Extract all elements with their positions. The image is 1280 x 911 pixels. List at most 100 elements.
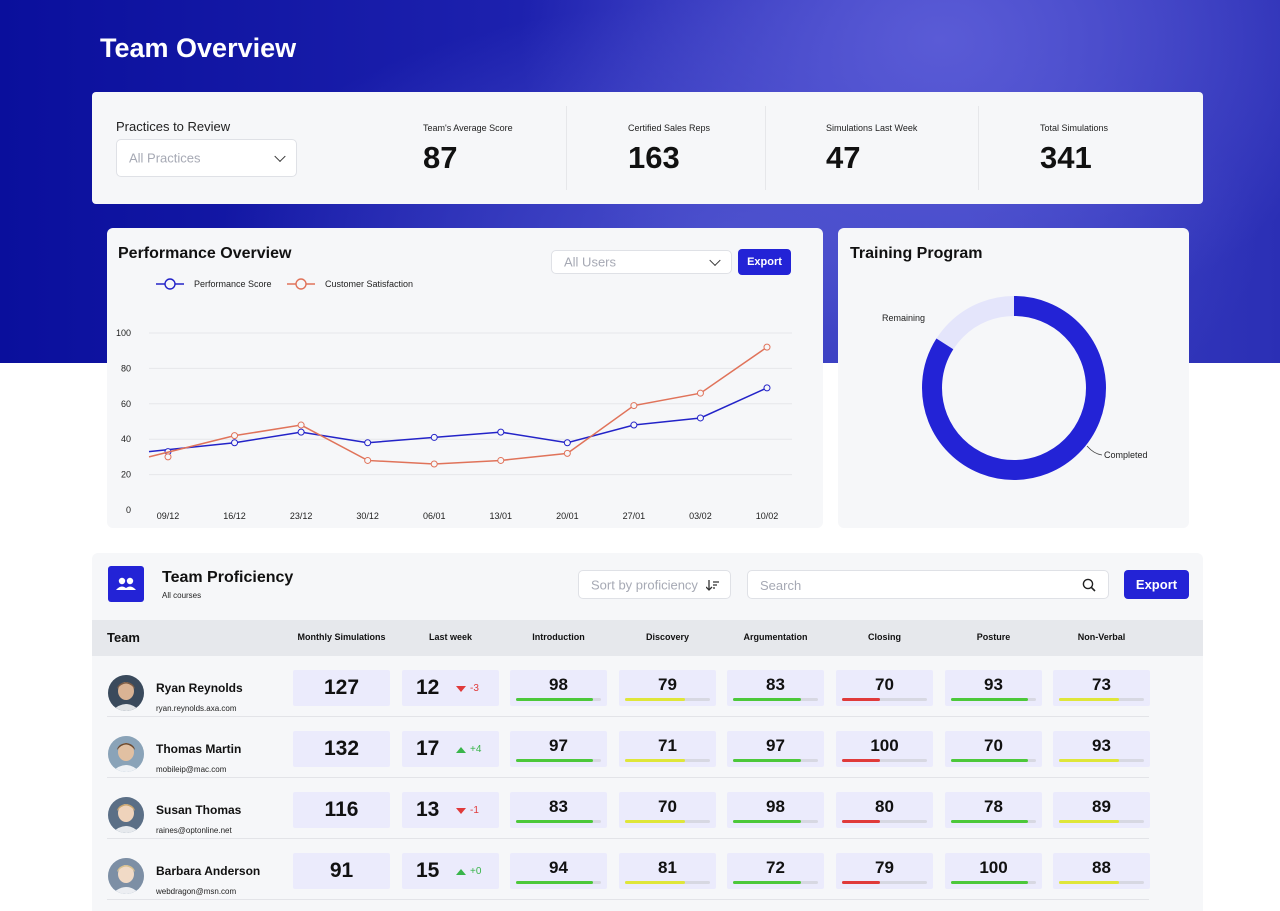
column-header-introduction[interactable]: Introduction <box>532 632 585 642</box>
table-row[interactable]: Ryan Reynolds ryan.reynolds.axa.com 127 12 -… <box>92 656 1203 717</box>
users-select[interactable]: All Users <box>551 250 732 274</box>
search-input[interactable]: Search <box>747 570 1109 599</box>
skill-progress-track <box>951 820 1036 823</box>
data-point[interactable] <box>563 449 571 457</box>
column-header-monthly[interactable]: Monthly Simulations <box>297 632 386 642</box>
skill-progress-track <box>733 698 818 701</box>
row-divider <box>107 777 1149 778</box>
practices-select[interactable]: All Practices <box>116 139 297 177</box>
monthly-simulations-cell: 127 <box>293 670 390 706</box>
data-point[interactable] <box>696 414 704 422</box>
x-tick-label: 03/02 <box>689 511 712 521</box>
skill-progress-track <box>625 820 710 823</box>
x-tick-label: 09/12 <box>157 511 180 521</box>
performance-export-button[interactable]: Export <box>738 249 791 275</box>
table-row[interactable]: Barbara Anderson webdragon@msn.com 91 15 +0 9… <box>92 839 1203 900</box>
skill-score-cell: 93 <box>1053 731 1150 767</box>
member-name[interactable]: Thomas Martin <box>156 742 242 756</box>
data-point[interactable] <box>297 421 305 429</box>
data-point[interactable] <box>364 439 372 447</box>
skill-progress-fill <box>516 759 593 762</box>
skill-score-value: 89 <box>1092 797 1111 816</box>
column-header-team[interactable]: Team <box>107 630 140 645</box>
data-point[interactable] <box>297 428 305 436</box>
data-point[interactable] <box>430 433 438 441</box>
member-email: ryan.reynolds.axa.com <box>156 704 237 713</box>
table-row[interactable]: Susan Thomas raines@optonline.net 116 13 -1 8… <box>92 778 1203 839</box>
column-header-closing[interactable]: Closing <box>868 632 901 642</box>
skill-score-cell: 83 <box>510 792 607 828</box>
kpi-divider <box>566 106 567 190</box>
team-icon <box>108 566 144 602</box>
skill-progress-fill <box>951 759 1028 762</box>
monthly-simulations-value: 116 <box>324 798 359 821</box>
data-point[interactable] <box>763 343 771 351</box>
skill-score-value: 72 <box>766 858 785 877</box>
skill-score-cell: 98 <box>727 792 824 828</box>
last-week-cell: 13 -1 <box>402 792 499 828</box>
skill-progress-track <box>1059 881 1144 884</box>
data-point[interactable] <box>497 456 505 464</box>
data-point[interactable] <box>364 456 372 464</box>
data-point[interactable] <box>231 432 239 440</box>
monthly-simulations-cell: 116 <box>293 792 390 828</box>
skill-progress-track <box>951 759 1036 762</box>
skill-progress-track <box>733 820 818 823</box>
kpi-label: Certified Sales Reps <box>628 123 711 133</box>
skill-progress-fill <box>842 820 881 823</box>
column-header-last-week[interactable]: Last week <box>428 632 473 642</box>
skill-score-cell: 97 <box>510 731 607 767</box>
member-name[interactable]: Susan Thomas <box>156 803 242 817</box>
performance-line-chart: 0 20 40 60 80 100 09/12 16/12 23/12 30/12 06/01 13/… <box>116 328 792 521</box>
column-header-argumentation[interactable]: Argumentation <box>743 632 808 642</box>
practices-select-value: All Practices <box>129 150 201 166</box>
member-name[interactable]: Ryan Reynolds <box>156 681 243 695</box>
skill-score-cell: 100 <box>945 853 1042 889</box>
skill-progress-track <box>516 820 601 823</box>
column-header-non-verbal[interactable]: Non-Verbal <box>1077 632 1126 642</box>
data-point[interactable] <box>497 428 505 436</box>
skill-score-cell: 70 <box>619 792 716 828</box>
data-point[interactable] <box>563 439 571 447</box>
member-email: mobileip@mac.com <box>156 765 227 774</box>
sort-icon <box>706 580 719 591</box>
x-tick-label: 30/12 <box>356 511 379 521</box>
search-placeholder: Search <box>760 578 802 593</box>
data-point[interactable] <box>630 402 638 410</box>
skill-score-value: 80 <box>875 797 894 816</box>
kpi-label: Simulations Last Week <box>826 123 918 133</box>
skill-progress-track <box>1059 759 1144 762</box>
member-name[interactable]: Barbara Anderson <box>156 864 261 878</box>
sort-select[interactable]: Sort by proficiency <box>578 570 731 599</box>
data-point[interactable] <box>763 384 771 392</box>
skill-progress-fill <box>842 759 881 762</box>
skill-score-cell: 98 <box>510 670 607 706</box>
delta-value: +0 <box>470 866 482 877</box>
data-point[interactable] <box>164 453 172 461</box>
last-week-delta: -3 <box>456 683 479 694</box>
last-week-cell: 17 +4 <box>402 731 499 767</box>
legend-customer-satisfaction[interactable]: Customer Satisfaction <box>287 278 413 290</box>
column-header-posture[interactable]: Posture <box>976 632 1011 642</box>
training-title: Training Program <box>850 245 983 262</box>
table-header: Team Monthly Simulations Last week Intro… <box>92 620 1203 656</box>
table-row[interactable]: Thomas Martin mobileip@mac.com 132 17 +4 97 71… <box>92 717 1203 778</box>
y-tick-label: 100 <box>116 328 131 338</box>
skill-score-cell: 97 <box>727 731 824 767</box>
row-divider <box>107 838 1149 839</box>
data-point[interactable] <box>630 421 638 429</box>
skill-progress-fill <box>951 698 1028 701</box>
skill-score-value: 81 <box>658 858 677 877</box>
skill-score-value: 70 <box>658 797 677 816</box>
donut-completed-segment[interactable] <box>922 296 1106 480</box>
data-point[interactable] <box>696 389 704 397</box>
legend-performance-score[interactable]: Performance Score <box>156 278 272 290</box>
kpi-value: 87 <box>423 140 458 175</box>
column-header-discovery[interactable]: Discovery <box>645 632 690 642</box>
data-point[interactable] <box>231 439 239 447</box>
proficiency-export-button[interactable]: Export <box>1124 570 1189 599</box>
skill-score-cell: 79 <box>619 670 716 706</box>
data-point[interactable] <box>430 460 438 468</box>
skill-progress-fill <box>516 881 593 884</box>
kpi-card: Practices to Review All Practices Team's… <box>92 92 1203 204</box>
